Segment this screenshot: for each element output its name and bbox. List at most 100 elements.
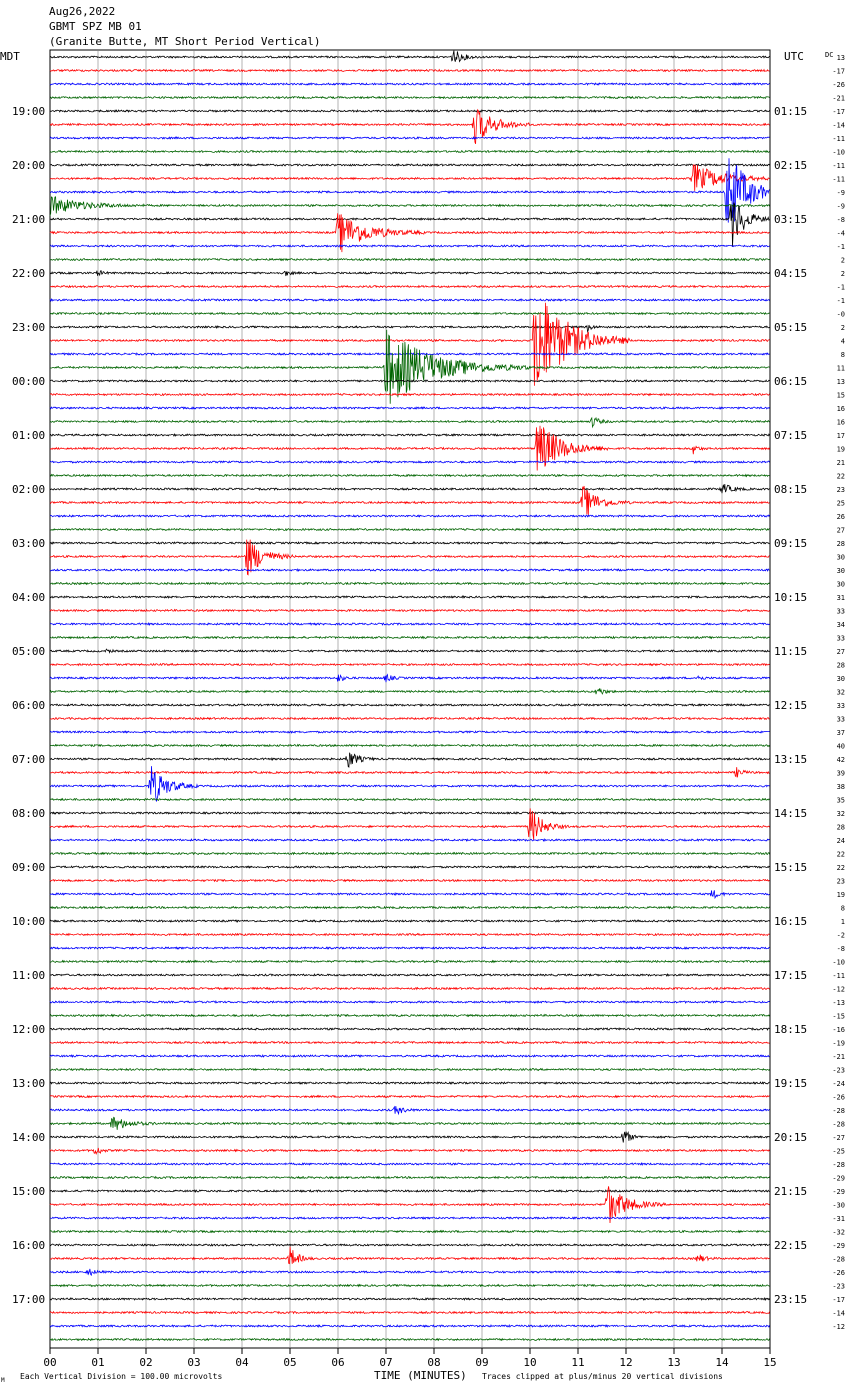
dc-offset-label: -8 [837, 216, 845, 224]
trace-56 [49, 811, 770, 815]
trace-51 [49, 743, 770, 748]
dc-offset-label: 28 [837, 540, 845, 548]
trace-70 [49, 1000, 770, 1004]
dc-offset-label: -28 [832, 1107, 845, 1115]
trace-42 [49, 622, 770, 626]
x-tick-label: 08 [427, 1356, 440, 1369]
minute-gridlines [97, 50, 723, 1348]
trace-38 [49, 567, 770, 572]
left-hour-label: 22:00 [12, 267, 45, 280]
x-tick-label: 11 [571, 1356, 584, 1369]
x-tick-label: 01 [91, 1356, 104, 1369]
dc-offset-labels: 13-17-26-21-17-14-11-10-11-11-9-9-8-4-12… [832, 54, 845, 1331]
x-tick-label: 02 [139, 1356, 152, 1369]
dc-offset-label: -15 [832, 1013, 845, 1021]
dc-offset-label: 31 [837, 594, 845, 602]
trace-47 [49, 687, 770, 695]
left-hour-label: 19:00 [12, 105, 45, 118]
dc-offset-label: -14 [832, 1310, 845, 1318]
dc-offset-label: -25 [832, 1148, 845, 1156]
right-hour-label: 07:15 [774, 429, 807, 442]
trace-66 [49, 946, 770, 950]
trace-23 [49, 329, 770, 404]
trace-28 [49, 432, 770, 437]
trace-8 [50, 163, 770, 167]
trace-93 [49, 1310, 770, 1315]
trace-65 [49, 932, 770, 937]
right-hour-label: 23:15 [774, 1293, 807, 1306]
dc-offset-label: 19 [837, 446, 845, 454]
trace-35 [50, 527, 770, 532]
trace-63 [49, 905, 770, 910]
dc-offset-label: 2 [841, 324, 845, 332]
trace-13 [49, 213, 770, 253]
header-location: (Granite Butte, MT Short Period Vertical… [49, 35, 321, 48]
x-tick-label: 10 [523, 1356, 536, 1369]
dc-offset-label: -28 [832, 1121, 845, 1129]
dc-offset-label: 13 [837, 378, 845, 386]
trace-75 [49, 1067, 770, 1072]
right-hour-label: 09:15 [774, 537, 807, 550]
trace-2 [49, 82, 770, 86]
right-hour-label: 06:15 [774, 375, 807, 388]
trace-44 [49, 648, 770, 654]
dc-offset-label: 34 [837, 621, 845, 629]
dc-offset-label: -29 [832, 1242, 845, 1250]
right-hour-label: 16:15 [774, 915, 807, 928]
dc-offset-label: 8 [841, 905, 845, 913]
trace-41 [49, 608, 770, 613]
right-hour-label: 18:15 [774, 1023, 807, 1036]
dc-offset-label: -21 [832, 1053, 845, 1061]
left-hour-label: 03:00 [12, 537, 45, 550]
dc-offset-label: 27 [837, 527, 845, 535]
right-hour-label: 03:15 [774, 213, 807, 226]
left-hour-label: 16:00 [12, 1239, 45, 1252]
dc-offset-label: -28 [832, 1161, 845, 1169]
trace-81 [49, 1147, 770, 1156]
dc-offset-label: 22 [837, 864, 845, 872]
trace-60 [49, 865, 770, 870]
trace-71 [49, 1013, 770, 1018]
trace-14 [49, 244, 770, 248]
trace-20 [49, 324, 770, 334]
dc-offset-label: 37 [837, 729, 845, 737]
right-hour-label: 02:15 [774, 159, 807, 172]
dc-offset-label: 28 [837, 824, 845, 832]
right-hour-label: 19:15 [774, 1077, 807, 1090]
right-hour-label: 01:15 [774, 105, 807, 118]
corner-mark: M [1, 1377, 5, 1384]
trace-39 [49, 581, 770, 586]
dc-offset-label: -11 [832, 162, 845, 170]
dc-offset-label: -9 [837, 189, 845, 197]
left-hour-label: 11:00 [12, 969, 45, 982]
dc-offset-label: 30 [837, 554, 845, 562]
dc-offset-label: 23 [837, 486, 845, 494]
x-tick-label: 07 [379, 1356, 392, 1369]
header-station: GBMT SPZ MB 01 [49, 20, 142, 33]
trace-89 [49, 1246, 770, 1265]
dc-offset-label: 39 [837, 770, 845, 778]
left-hour-label: 08:00 [12, 807, 45, 820]
dc-offset-label: -24 [832, 1080, 845, 1088]
x-tick-label: 14 [715, 1356, 729, 1369]
right-hour-label: 22:15 [774, 1239, 807, 1252]
dc-offset-label: 1 [841, 918, 845, 926]
x-tick-label: 00 [43, 1356, 56, 1369]
trace-54 [49, 766, 770, 802]
trace-37 [49, 539, 770, 576]
dc-offset-label: 16 [837, 419, 845, 427]
trace-26 [49, 406, 770, 410]
trace-69 [49, 986, 770, 991]
left-hour-label: 10:00 [12, 915, 45, 928]
left-hour-label: 23:00 [12, 321, 45, 334]
dc-offset-label: -30 [832, 1202, 845, 1210]
x-tick-label: 04 [235, 1356, 249, 1369]
trace-91 [49, 1283, 770, 1288]
dc-offset-label: -17 [832, 108, 845, 116]
dc-offset-label: 42 [837, 756, 845, 764]
trace-15 [49, 257, 770, 262]
trace-74 [49, 1054, 770, 1058]
dc-offset-label: 2 [841, 257, 845, 265]
dc-offset-label: 33 [837, 635, 845, 643]
trace-7 [49, 149, 770, 154]
